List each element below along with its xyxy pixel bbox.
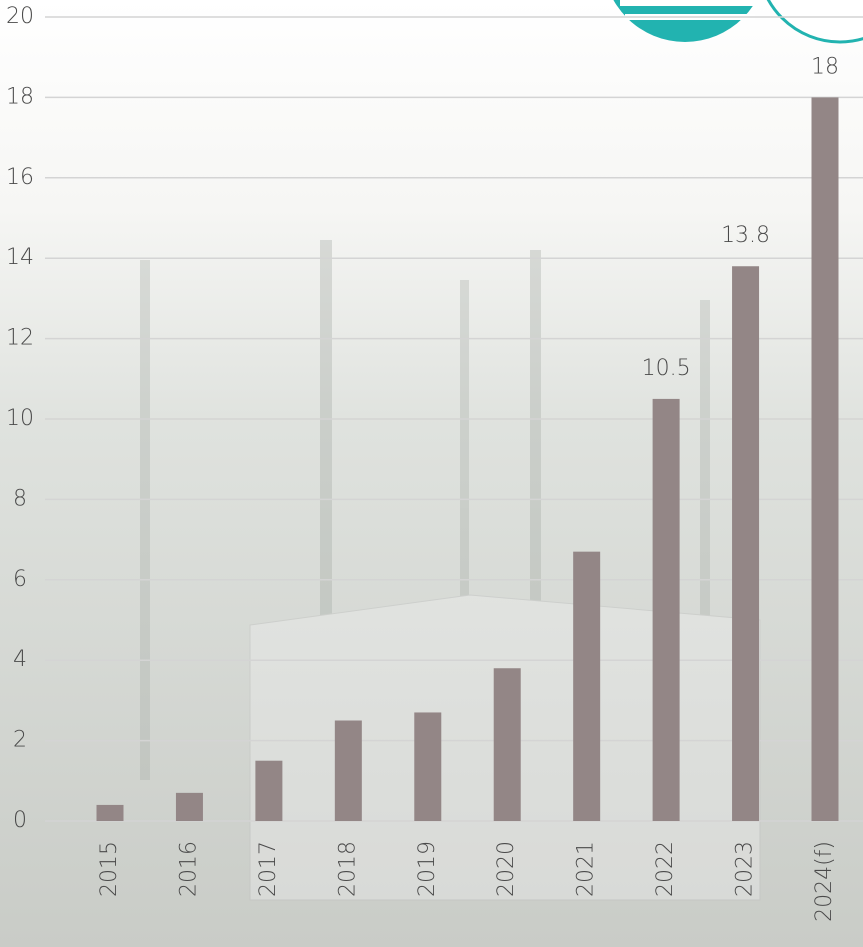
y-tick-label: 4 xyxy=(13,647,27,672)
value-label: 10.5 xyxy=(642,356,691,381)
y-tick-label: 12 xyxy=(6,326,34,351)
bar xyxy=(255,760,283,821)
bar xyxy=(414,712,442,821)
bar xyxy=(334,720,362,821)
y-tick-label: 8 xyxy=(13,486,27,511)
bar xyxy=(175,792,203,821)
y-tick-label: 18 xyxy=(6,84,34,109)
y-tick-label: 0 xyxy=(13,808,27,833)
y-tick-label: 10 xyxy=(6,406,34,431)
y-tick-label: 20 xyxy=(6,4,34,29)
x-tick-label: 2023 xyxy=(733,841,758,897)
logo xyxy=(766,0,863,44)
y-tick-label: 14 xyxy=(6,245,34,270)
x-tick-label: 2019 xyxy=(415,841,440,897)
x-tick-label: 2022 xyxy=(653,841,678,897)
value-label: 18 xyxy=(811,54,839,79)
x-tick-label: 2020 xyxy=(494,841,519,897)
logo-stripe xyxy=(620,0,760,6)
bar xyxy=(811,97,839,821)
x-tick-label: 2021 xyxy=(574,841,599,897)
bar xyxy=(573,551,601,821)
logo xyxy=(613,0,757,42)
x-tick-label: 2018 xyxy=(335,841,360,897)
bar xyxy=(652,398,680,821)
bar xyxy=(732,266,760,821)
x-tick-label: 2017 xyxy=(256,841,281,897)
x-tick-label: 2015 xyxy=(97,841,122,897)
y-tick-label: 16 xyxy=(6,165,34,190)
y-tick-label: 6 xyxy=(13,567,27,592)
value-label: 13.8 xyxy=(721,223,770,248)
y-tick-label: 2 xyxy=(13,728,27,753)
bar xyxy=(96,804,124,821)
x-tick-label: 2016 xyxy=(176,841,201,897)
x-tick-label: 2024(f) xyxy=(812,841,837,922)
bar xyxy=(493,668,521,821)
